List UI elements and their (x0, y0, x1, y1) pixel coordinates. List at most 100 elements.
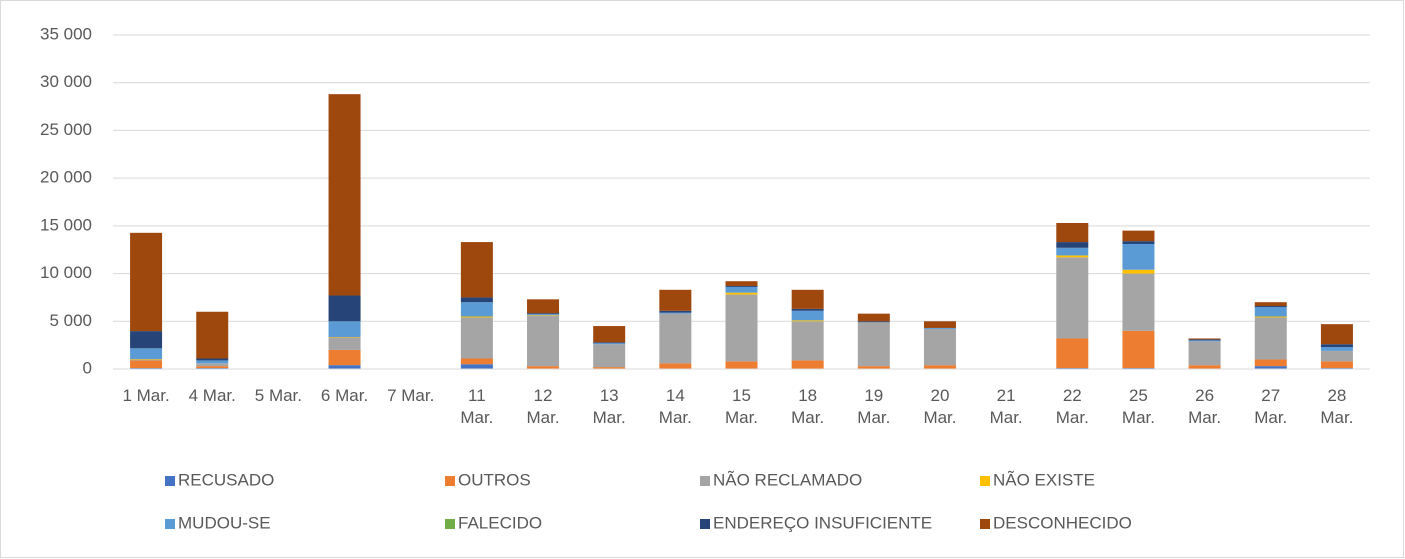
bar-segment (460, 302, 493, 317)
bar-segment (1188, 341, 1221, 366)
bar-segment (725, 285, 758, 287)
bar-segment (1320, 344, 1353, 348)
bar-segment (328, 295, 361, 322)
bar-segment (593, 367, 626, 369)
legend-swatch (165, 476, 175, 486)
bar-segment (1056, 242, 1089, 248)
legend-label: NÃO RECLAMADO (713, 470, 862, 489)
legend-label: FALECIDO (458, 513, 542, 532)
bar-segment (593, 342, 626, 344)
bar-segment (1056, 247, 1089, 256)
bar-segment (1254, 306, 1287, 307)
bar-segment (923, 321, 956, 328)
bar-segment (593, 343, 626, 345)
bar-segment (857, 321, 890, 323)
bar-segment (1320, 347, 1353, 351)
bar-segment (1320, 361, 1353, 369)
y-tick-label: 10 000 (40, 263, 92, 282)
bar-segment (196, 363, 229, 367)
bar-segment (328, 337, 361, 350)
bar-segment (1056, 255, 1089, 258)
bar-segment (1188, 339, 1221, 341)
bar-segment (196, 360, 229, 364)
bar-segment (923, 328, 956, 366)
bar-segment (130, 359, 163, 361)
bar-segment (1320, 350, 1353, 362)
legend-swatch (980, 519, 990, 529)
bar-segment (725, 361, 758, 369)
legend-label: ENDEREÇO INSUFICIENTE (713, 513, 932, 532)
bar-segment (460, 358, 493, 365)
bar-segment (460, 316, 493, 318)
x-tick-label: 18 Mar. (791, 386, 825, 427)
x-tick-label: 25 Mar. (1121, 386, 1155, 427)
legend-swatch (700, 519, 710, 529)
bar-segment (659, 289, 692, 311)
bar-segment (1056, 338, 1089, 369)
bar-segment (328, 321, 361, 338)
x-tick-label: 1 Mar. (122, 386, 170, 405)
x-tick-label: 21 Mar. (989, 386, 1023, 427)
bar-segment (791, 308, 824, 311)
bar-segment (328, 349, 361, 366)
x-tick-label: 20 Mar. (923, 386, 957, 427)
bar-segment (923, 365, 956, 369)
bar-segment (130, 232, 163, 332)
x-tick-label: 7 Mar. (387, 386, 435, 405)
y-tick-label: 5 000 (49, 311, 92, 330)
bar-segment (791, 289, 824, 309)
bar-segment (527, 314, 560, 316)
bar-segment (1254, 359, 1287, 367)
bar-segment (1254, 317, 1287, 360)
bar-segment (1188, 365, 1221, 369)
bar-segment (659, 312, 692, 314)
bar-segment (857, 366, 890, 369)
bar-segment (791, 320, 824, 322)
legend-label: DESCONHECIDO (993, 513, 1132, 532)
bar-segment (791, 360, 824, 369)
bar-segment (857, 322, 890, 367)
y-tick-label: 35 000 (40, 24, 92, 43)
legend-label: MUDOU-SE (178, 513, 271, 532)
x-tick-label: 6 Mar. (320, 386, 369, 405)
y-tick-label: 15 000 (40, 215, 92, 234)
legend-swatch (980, 476, 990, 486)
bar-segment (460, 297, 493, 303)
bar-segment (130, 331, 163, 349)
bar-segment (1122, 241, 1155, 244)
bar-segment (593, 326, 626, 343)
x-tick-label: 22 Mar. (1055, 386, 1089, 427)
bar-segment (460, 242, 493, 298)
bar-segment (791, 310, 824, 321)
bar-segment (725, 294, 758, 362)
x-tick-label: 28 Mar. (1320, 386, 1354, 427)
x-tick-label: 14 Mar. (658, 386, 692, 427)
x-tick-label: 5 Mar. (254, 386, 303, 405)
bar-segment (1254, 306, 1287, 317)
bar-segment (923, 327, 956, 329)
x-tick-label: 4 Mar. (188, 386, 236, 405)
bar-segment (1254, 366, 1287, 369)
bar-segment (1122, 269, 1155, 274)
bar-segment (527, 299, 560, 314)
bar-segment (1188, 338, 1221, 340)
x-tick-label: 12 Mar. (526, 386, 560, 427)
bar-segment (1254, 316, 1287, 318)
x-tick-label: 27 Mar. (1254, 386, 1288, 427)
y-tick-label: 25 000 (40, 120, 92, 139)
x-tick-label: 11 Mar. (460, 386, 494, 427)
bar-segment (857, 313, 890, 322)
bar-segment (659, 313, 692, 364)
x-tick-label: 19 Mar. (857, 386, 891, 427)
legend-swatch (165, 519, 175, 529)
bar-segment (1122, 230, 1155, 242)
bar-segment (130, 348, 163, 359)
bar-segment (1122, 273, 1155, 331)
x-tick-label: 13 Mar. (592, 386, 626, 427)
bar-segment (791, 321, 824, 361)
y-tick-label: 30 000 (40, 72, 92, 91)
bar-segment (527, 313, 560, 315)
bar-segment (1254, 302, 1287, 307)
